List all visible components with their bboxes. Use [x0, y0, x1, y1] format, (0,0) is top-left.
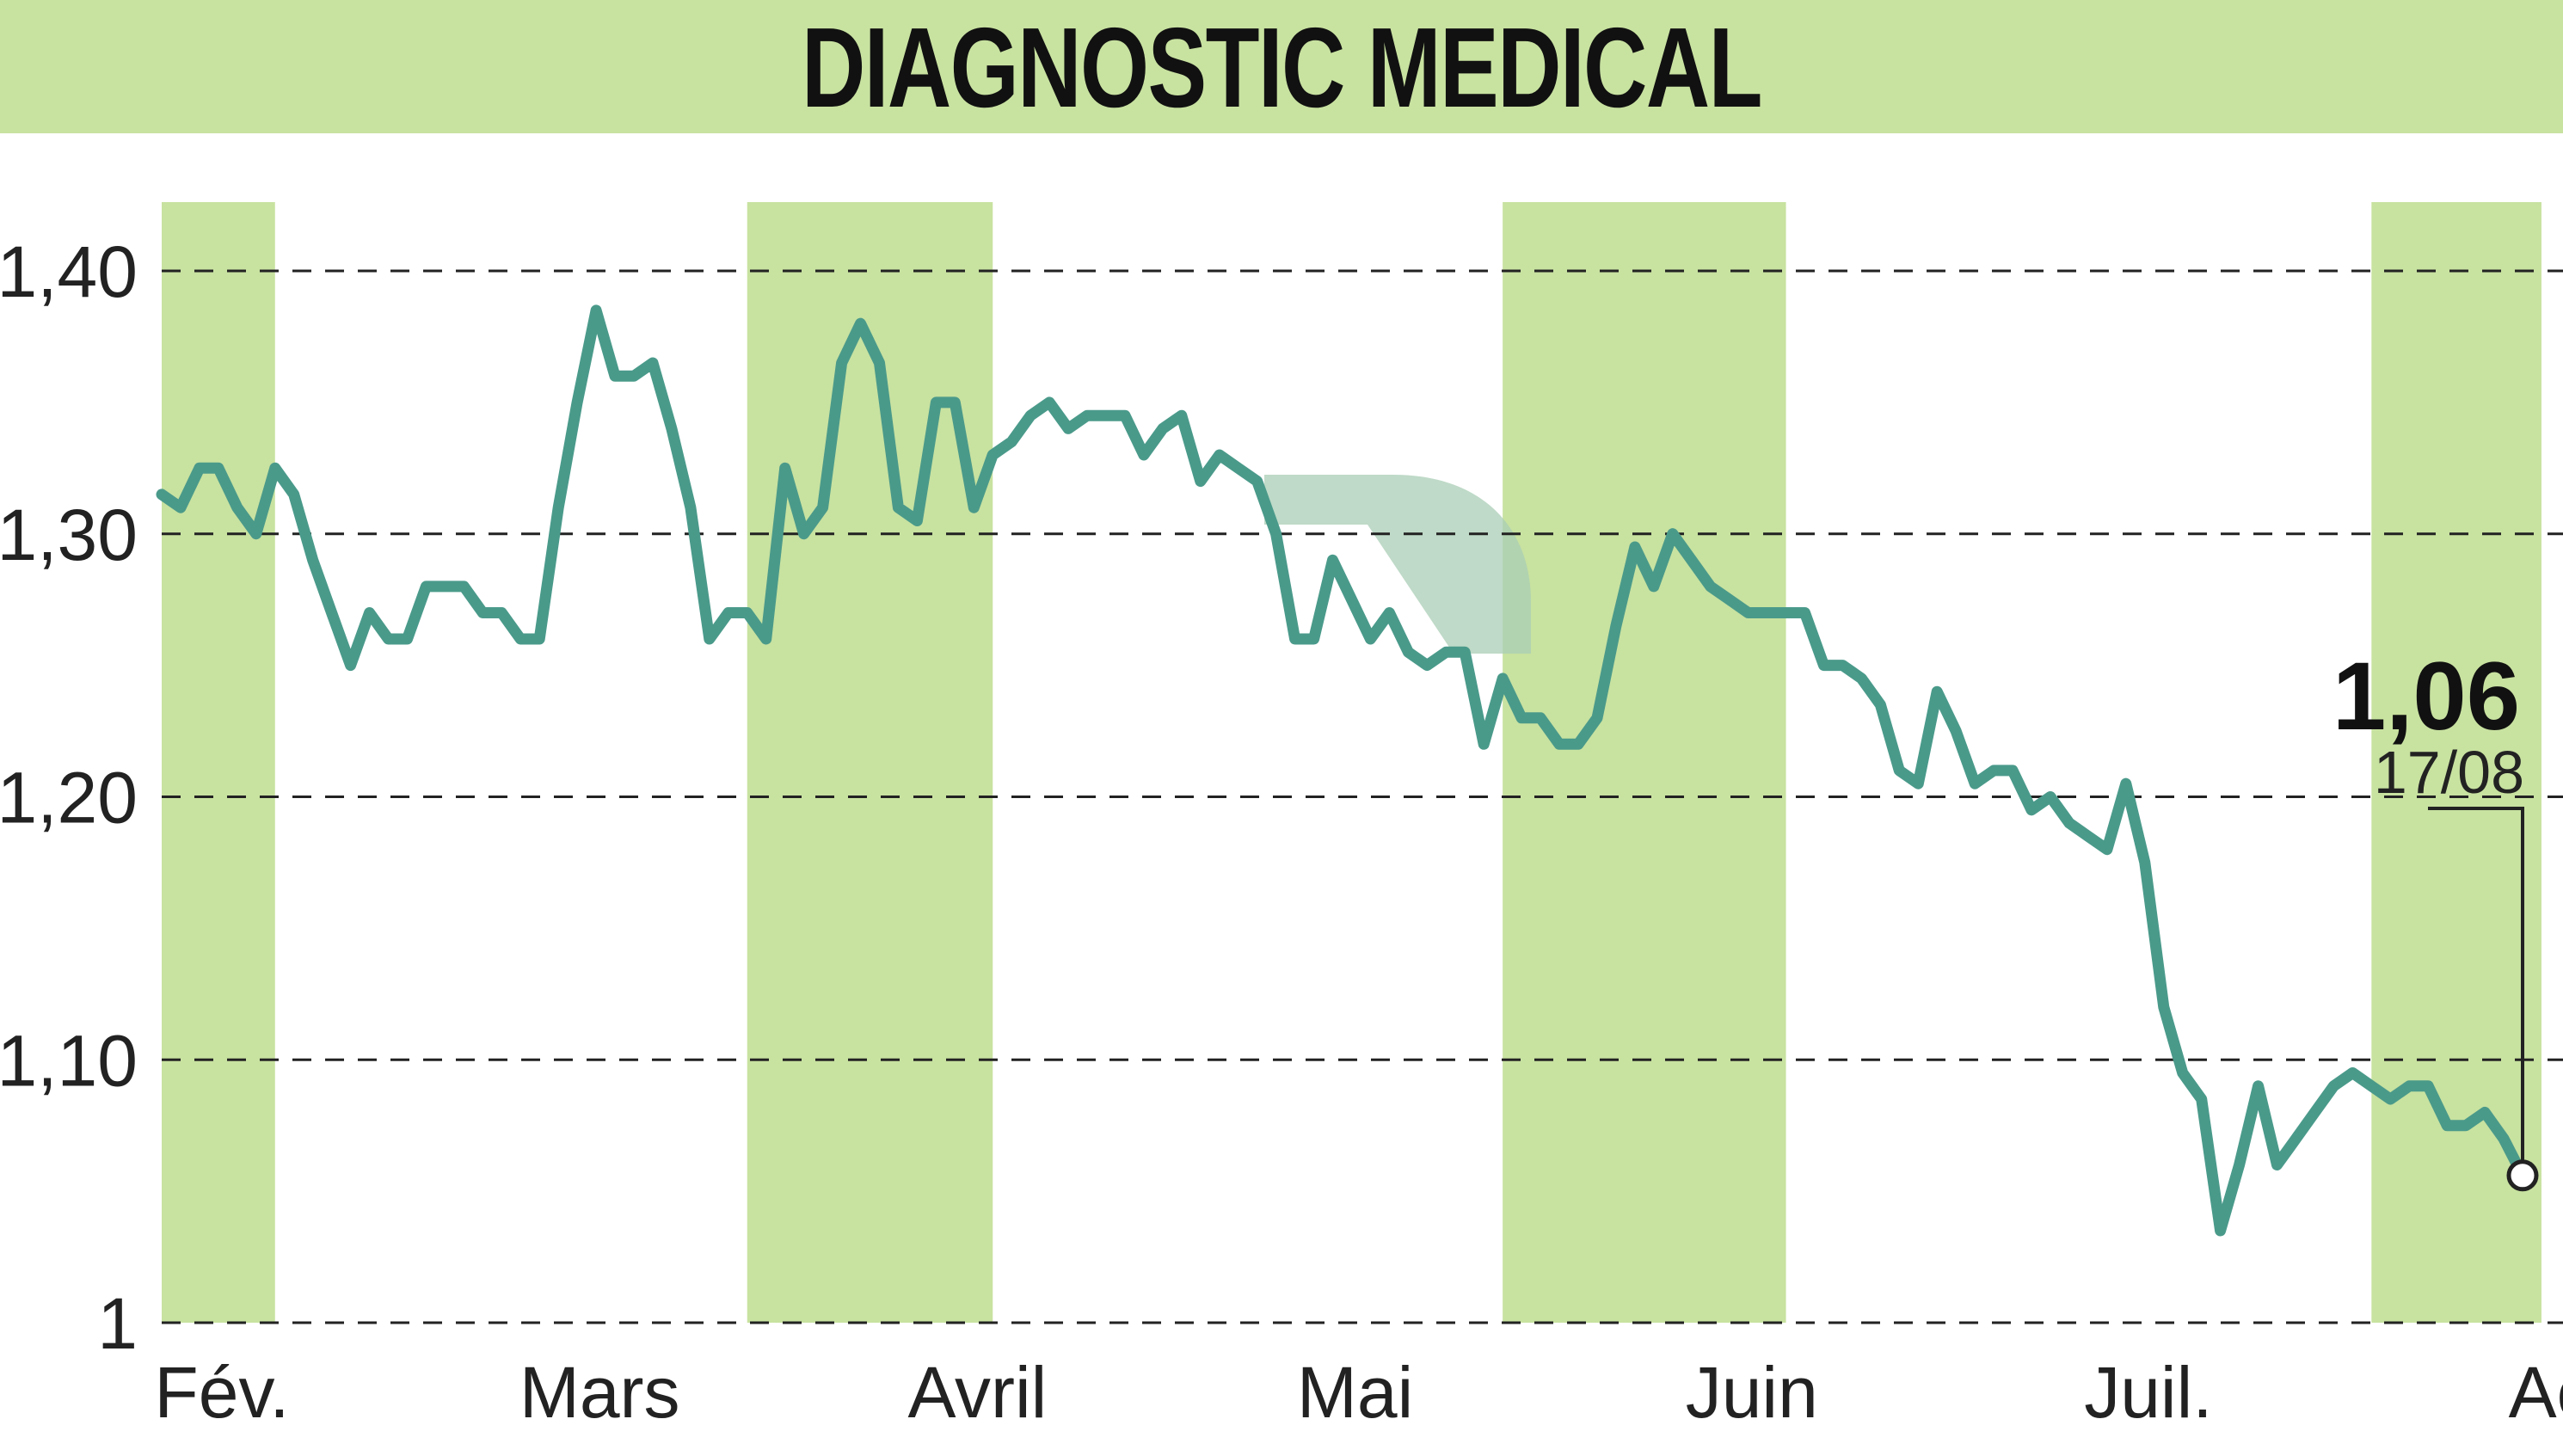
x-tick-label: Juin — [1686, 1352, 1818, 1433]
watermark-arrow — [1264, 475, 1531, 654]
x-tick-label: Mai — [1297, 1352, 1413, 1433]
last-value-marker — [2506, 1159, 2539, 1192]
y-tick-label: 1,20 — [0, 758, 138, 839]
x-axis-labels: Fév. Mars Avril Mai Juin Juil. Août — [154, 1352, 2563, 1433]
month-band-2 — [1503, 202, 1786, 1323]
month-band-1 — [747, 202, 993, 1323]
y-tick-label: 1,30 — [0, 495, 138, 575]
price-line — [156, 304, 2529, 1237]
y-axis-labels: 1 1,10 1,20 1,30 1,40 — [0, 231, 138, 1364]
grid-lines — [162, 269, 2563, 1324]
last-value-leader — [2428, 807, 2524, 1162]
x-tick-label: Fév. — [154, 1352, 289, 1433]
x-tick-label: Avril — [907, 1352, 1047, 1433]
y-tick-label: 1,40 — [0, 231, 138, 312]
last-date-label: 17/08 — [2374, 739, 2524, 806]
chart-title: DIAGNOSTIC MEDICAL — [802, 4, 1762, 131]
y-tick-label: 1,10 — [0, 1020, 138, 1101]
last-value-label: 1,06 — [2333, 642, 2520, 750]
x-tick-label: Juil. — [2084, 1352, 2212, 1433]
x-tick-label: Août — [2509, 1352, 2563, 1433]
y-tick-label: 1 — [97, 1283, 138, 1364]
month-band-3 — [2371, 202, 2541, 1323]
x-tick-label: Mars — [519, 1352, 680, 1433]
title-bar — [0, 0, 2563, 133]
month-band-0 — [162, 202, 275, 1323]
month-bands — [162, 202, 2541, 1323]
